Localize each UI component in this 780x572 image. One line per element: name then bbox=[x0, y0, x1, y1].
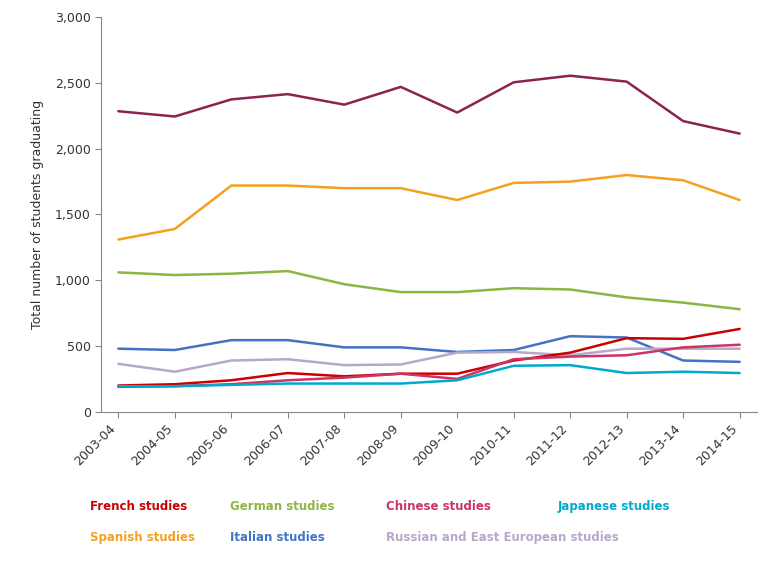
Y-axis label: Total number of students graduating: Total number of students graduating bbox=[31, 100, 44, 329]
Text: Italian studies: Italian studies bbox=[230, 531, 324, 544]
Text: Russian and East European studies: Russian and East European studies bbox=[386, 531, 619, 544]
Text: Spanish studies: Spanish studies bbox=[90, 531, 195, 544]
Text: French studies: French studies bbox=[90, 500, 187, 513]
Text: Chinese studies: Chinese studies bbox=[386, 500, 491, 513]
Text: Japanese studies: Japanese studies bbox=[558, 500, 670, 513]
Text: German studies: German studies bbox=[230, 500, 335, 513]
